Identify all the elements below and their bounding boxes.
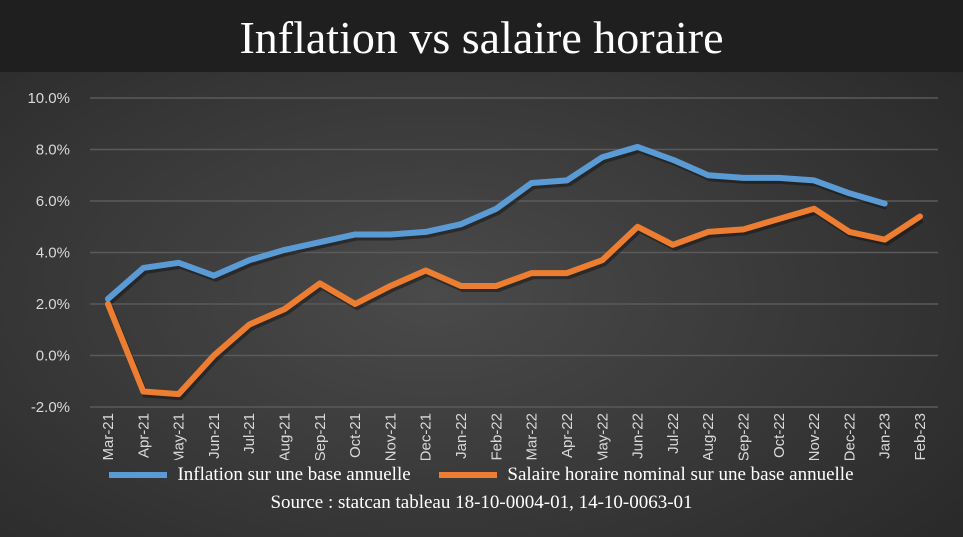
x-tick-label: Nov-22 xyxy=(806,413,823,460)
x-tick-label: Nov-21 xyxy=(382,413,399,460)
x-tick-label: Jun-22 xyxy=(630,413,647,459)
y-tick-label: 2.0% xyxy=(36,296,70,313)
plot-area: 10.0% 8.0% 6.0% 4.0% 2.0% 0.0% -2.0% Mar-21 Apr-… xyxy=(27,90,938,460)
x-tick-label: Mar-22 xyxy=(524,413,541,460)
x-tick-label: Feb-22 xyxy=(488,413,505,460)
legend-swatch-inflation xyxy=(109,472,168,478)
x-tick-label: Jul-22 xyxy=(665,413,682,454)
legend-label-inflation: Inflation sur une base annuelle xyxy=(177,464,411,485)
y-tick-label: 0.0% xyxy=(36,348,70,365)
legend-swatch-wage xyxy=(439,472,498,478)
x-tick-label: Apr-22 xyxy=(559,413,576,458)
x-tick-label: Jul-21 xyxy=(241,413,258,454)
legend-item-inflation: Inflation sur une base annuelle xyxy=(109,464,411,486)
x-tick-label: Aug-21 xyxy=(277,413,294,460)
legend: Inflation sur une base annuelle Salaire … xyxy=(0,462,963,486)
x-tick-label: Oct-21 xyxy=(347,413,364,458)
x-tick-label: Sep-22 xyxy=(735,413,752,460)
y-tick-label: 8.0% xyxy=(36,142,70,159)
x-tick-label: Sep-21 xyxy=(312,413,329,460)
x-tick-label: Feb-23 xyxy=(912,413,929,460)
y-tick-label: 4.0% xyxy=(36,245,70,262)
x-tick-label: Dec-22 xyxy=(841,413,858,460)
x-tick-label: Jan-23 xyxy=(877,413,894,459)
x-tick-label: May-21 xyxy=(171,413,188,460)
source-note: Source : statcan tableau 18-10-0004-01, … xyxy=(270,492,693,513)
legend-label-wage: Salaire horaire nominal sur une base ann… xyxy=(507,464,854,485)
x-tick-label: Jun-21 xyxy=(206,413,223,459)
y-tick-label: 6.0% xyxy=(36,193,70,210)
x-tick-label: Aug-22 xyxy=(700,413,717,460)
series-shadow xyxy=(107,208,924,401)
x-tick-label: May-22 xyxy=(594,413,611,460)
chart-title: Inflation vs salaire horaire xyxy=(0,0,963,72)
y-tick-label: 10.0% xyxy=(27,90,70,107)
x-tick-label: Dec-21 xyxy=(418,413,435,460)
legend-item-wage: Salaire horaire nominal sur une base ann… xyxy=(439,464,854,486)
y-tick-label: -2.0% xyxy=(31,399,70,416)
x-tick-label: Jan-22 xyxy=(453,413,470,459)
x-tick-label: Apr-21 xyxy=(135,413,152,458)
series-line-1 xyxy=(105,205,923,398)
x-tick-label: Mar-21 xyxy=(100,413,117,460)
x-tick-label: Oct-22 xyxy=(771,413,788,458)
